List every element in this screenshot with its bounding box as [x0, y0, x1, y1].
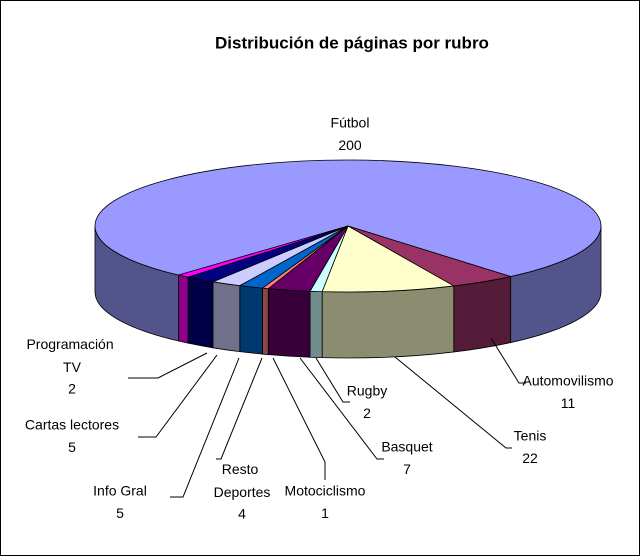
slice-label: Resto Deportes [214, 461, 271, 500]
slice-label: Programación TV [26, 336, 117, 375]
slice-side [212, 281, 241, 353]
slice-label: Rugby [347, 383, 387, 399]
slice-side [262, 287, 269, 356]
leader-line [299, 357, 384, 460]
leader-line [138, 354, 218, 438]
slice-label: Cartas lectores [25, 417, 119, 433]
slice-value: 4 [238, 506, 246, 522]
slice-side [453, 276, 512, 353]
slice-side [267, 288, 311, 358]
slice-label: Info Gral [93, 483, 147, 499]
slice-side [187, 276, 214, 349]
slice-label: Automovilismo [522, 373, 613, 389]
slice-side [178, 274, 189, 344]
leader-line [315, 357, 350, 403]
slice-value: 2 [68, 381, 76, 397]
slice-value: 7 [403, 461, 411, 477]
slice-label: Basquet [381, 439, 432, 455]
slice-value: 5 [68, 439, 76, 455]
slice-side [309, 290, 323, 359]
pie-sides [94, 225, 602, 359]
leader-line [490, 337, 526, 384]
leader-line [216, 357, 263, 460]
slice-side [321, 285, 455, 359]
slice-value: 2 [363, 405, 371, 421]
slice-value: 1 [321, 505, 329, 521]
slice-label: Motociclismo [285, 483, 366, 499]
slice-value: 5 [116, 505, 124, 521]
leader-line [170, 357, 240, 498]
chart-title: Distribución de páginas por rubro [215, 33, 489, 52]
slice [177, 225, 349, 278]
slice-value: 11 [561, 395, 576, 411]
slice-value: 200 [338, 137, 362, 153]
leader-line [272, 357, 326, 480]
slice [321, 225, 456, 293]
slice-label: Tenis [514, 428, 547, 444]
leader-line [128, 352, 208, 379]
slice-value: 22 [522, 450, 538, 466]
pie-tops [94, 159, 602, 293]
slice [94, 159, 602, 277]
leader-line [394, 356, 512, 449]
slice-side [239, 285, 263, 355]
slice-label: Fútbol [331, 115, 370, 131]
